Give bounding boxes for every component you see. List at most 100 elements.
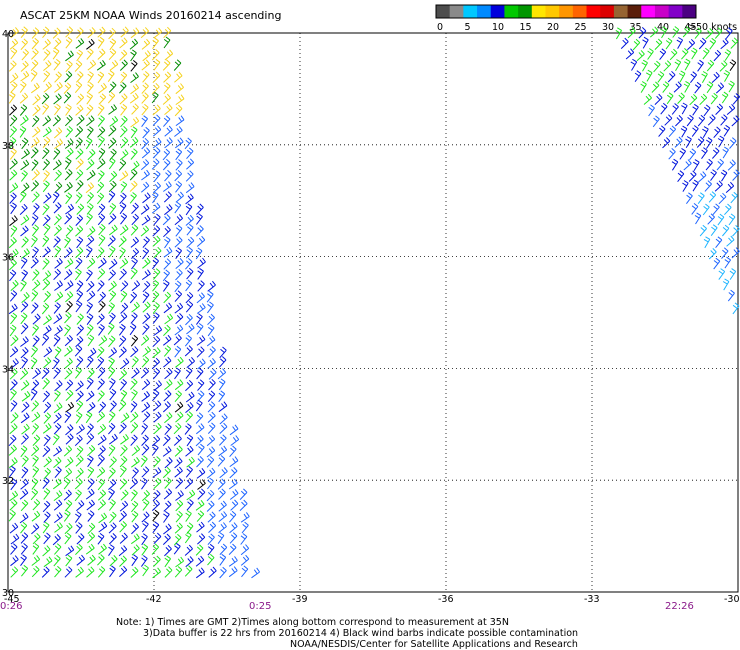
wind-barb [717,135,725,148]
wind-barb [32,126,41,138]
wind-barb [184,334,192,347]
wind-barb [107,235,116,247]
wind-barb [173,334,182,346]
wind-barb [108,157,116,170]
wind-barb [682,26,691,38]
wind-barb [721,91,729,104]
graticule [7,32,739,593]
wind-barb [86,377,94,390]
wind-barb [120,489,129,501]
wind-barb [208,521,217,533]
wind-barb [118,159,127,171]
latitude-label: 34 [2,364,14,375]
wind-barb [196,346,205,358]
wind-barb [142,257,151,269]
wind-barb [196,303,206,314]
wind-barb [196,335,206,346]
wind-barb [8,236,17,249]
wind-barb [141,137,149,150]
wind-barb [31,115,40,128]
wind-barb [109,170,118,183]
wind-barb [140,225,150,237]
wind-barb [229,467,238,479]
wind-barb [162,446,172,457]
wind-barb [31,27,40,39]
wind-barb [218,356,227,368]
wind-barb [207,477,214,490]
wind-barb [707,114,716,126]
wind-barb [52,191,60,204]
wind-barb [54,565,62,578]
wind-barb [131,554,139,567]
wind-barb [20,26,28,39]
wind-barb [131,457,140,468]
wind-barb [129,192,137,204]
wind-barb [108,137,117,149]
wind-barb [675,115,683,127]
wind-barb [691,125,699,137]
wind-barb [175,411,184,423]
wind-barb [53,313,63,325]
wind-barb [97,192,105,205]
wind-barb [64,138,74,149]
wind-barb [120,412,130,424]
wind-barb [152,225,161,237]
wind-barb [42,126,52,138]
wind-barb [65,26,74,38]
wind-barb [218,488,226,500]
wind-barb [43,401,52,414]
wind-barb [218,378,226,391]
legend-swatch [504,5,519,18]
wind-barb [129,478,138,490]
wind-barb [175,490,184,501]
wind-barb [184,565,193,577]
wind-barb [718,192,727,205]
wind-barb [229,510,237,523]
wind-barb [31,379,40,391]
wind-barb [98,401,107,413]
wind-barb [54,522,63,533]
wind-barb [9,148,17,160]
legend-tick-label: 5 [465,22,471,33]
wind-barb [152,367,161,380]
wind-barb [54,380,63,392]
wind-barb [10,202,17,215]
wind-barb [660,102,668,115]
wind-barb [20,301,29,313]
wind-barb [186,147,194,160]
wind-barb [163,345,172,357]
wind-barb [74,345,83,357]
wind-barb [64,169,73,181]
wind-barb [706,81,714,94]
wind-barb [31,423,39,435]
wind-barb [75,390,84,402]
wind-barb [130,27,140,39]
wind-barb [85,543,95,555]
wind-barb [130,49,137,62]
map-title: ASCAT 25KM NOAA Winds 20160214 ascending [20,9,281,22]
legend-unit-label: >50 knots [688,22,737,33]
wind-barb [21,356,29,369]
wind-barb [714,27,723,39]
wind-barb [87,148,96,161]
wind-barb [625,48,635,60]
wind-barb [163,191,172,203]
wind-barb [163,181,172,192]
wind-barb [21,248,30,259]
wind-barb [42,170,50,182]
wind-barb [142,323,150,335]
wind-barb [75,180,84,192]
wind-barb [76,424,85,435]
wind-barb [207,411,216,423]
wind-barb [87,71,94,83]
wind-barb [175,268,183,281]
wind-barb [162,279,170,292]
wind-barb [708,191,717,203]
wind-barb [54,169,62,182]
wind-barb [152,509,160,522]
wind-barb [207,301,214,314]
wind-barb [715,103,724,115]
wind-barb [120,136,129,149]
wind-barb [20,214,30,226]
wind-barb [217,368,227,380]
